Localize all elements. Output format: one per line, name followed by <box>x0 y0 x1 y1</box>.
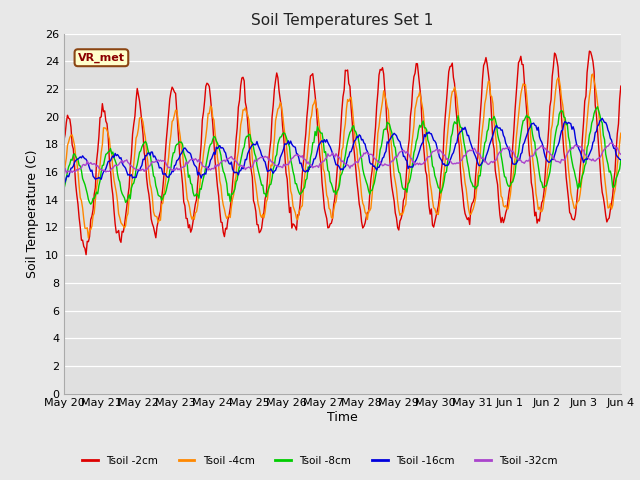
Tsoil -2cm <box>60 137 68 143</box>
Tsoil -8cm <box>399 186 407 192</box>
Line: Tsoil -16cm: Tsoil -16cm <box>64 118 621 184</box>
Tsoil -32cm <box>470 145 478 151</box>
Tsoil -8cm <box>60 186 68 192</box>
Y-axis label: Soil Temperature (C): Soil Temperature (C) <box>26 149 39 278</box>
Tsoil -2cm <box>83 252 90 258</box>
Tsoil -4cm <box>373 152 381 158</box>
Tsoil -16cm <box>234 170 241 176</box>
Tsoil -16cm <box>295 155 303 161</box>
Tsoil -32cm <box>373 157 381 163</box>
Text: VR_met: VR_met <box>78 53 125 63</box>
Tsoil -4cm <box>567 190 575 196</box>
Tsoil -8cm <box>373 168 381 174</box>
Tsoil -32cm <box>567 147 575 153</box>
Tsoil -4cm <box>296 207 304 213</box>
Tsoil -4cm <box>589 71 596 77</box>
Tsoil -16cm <box>617 157 625 163</box>
Line: Tsoil -32cm: Tsoil -32cm <box>64 143 621 173</box>
X-axis label: Time: Time <box>327 411 358 424</box>
Tsoil -32cm <box>63 170 70 176</box>
Tsoil -32cm <box>399 147 407 153</box>
Tsoil -2cm <box>234 104 242 110</box>
Title: Soil Temperatures Set 1: Soil Temperatures Set 1 <box>252 13 433 28</box>
Tsoil -8cm <box>567 152 575 157</box>
Legend: Tsoil -2cm, Tsoil -4cm, Tsoil -8cm, Tsoil -16cm, Tsoil -32cm: Tsoil -2cm, Tsoil -4cm, Tsoil -8cm, Tsoi… <box>78 452 562 470</box>
Line: Tsoil -4cm: Tsoil -4cm <box>64 74 621 238</box>
Tsoil -2cm <box>470 195 478 201</box>
Tsoil -16cm <box>372 165 380 171</box>
Tsoil -32cm <box>234 162 242 168</box>
Tsoil -32cm <box>617 151 625 157</box>
Tsoil -4cm <box>60 173 68 179</box>
Tsoil -8cm <box>296 192 304 197</box>
Tsoil -8cm <box>617 157 625 163</box>
Tsoil -8cm <box>470 183 478 189</box>
Tsoil -32cm <box>296 153 304 159</box>
Tsoil -2cm <box>567 211 575 217</box>
Tsoil -16cm <box>60 181 68 187</box>
Tsoil -2cm <box>296 202 304 208</box>
Line: Tsoil -8cm: Tsoil -8cm <box>64 107 621 204</box>
Tsoil -16cm <box>598 115 606 121</box>
Tsoil -4cm <box>84 235 92 241</box>
Tsoil -16cm <box>399 147 406 153</box>
Tsoil -4cm <box>234 149 242 155</box>
Tsoil -16cm <box>469 148 477 154</box>
Tsoil -32cm <box>607 140 614 146</box>
Tsoil -2cm <box>373 103 381 109</box>
Tsoil -2cm <box>617 83 625 89</box>
Tsoil -2cm <box>586 48 593 54</box>
Tsoil -8cm <box>594 104 602 109</box>
Line: Tsoil -2cm: Tsoil -2cm <box>64 51 621 255</box>
Tsoil -32cm <box>60 165 68 171</box>
Tsoil -2cm <box>399 197 407 203</box>
Tsoil -4cm <box>617 131 625 136</box>
Tsoil -4cm <box>470 202 478 207</box>
Tsoil -16cm <box>566 120 573 126</box>
Tsoil -4cm <box>399 209 407 215</box>
Tsoil -8cm <box>87 201 95 207</box>
Tsoil -8cm <box>234 168 242 174</box>
